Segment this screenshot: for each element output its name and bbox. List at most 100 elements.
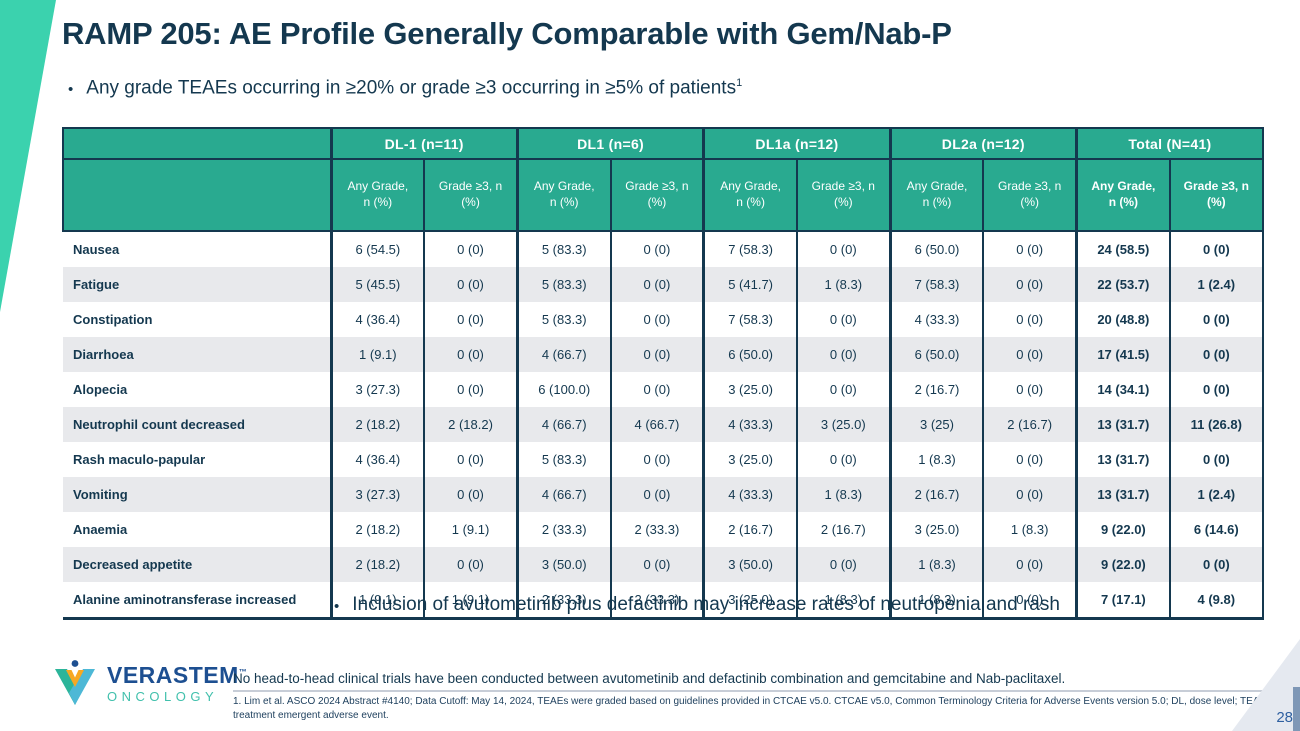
ae-table-container: DL-1 (n=11) DL1 (n=6) DL1a (n=12) DL2a (n=1… — [62, 127, 1264, 620]
ae-value-cell: 0 (0) — [982, 442, 1077, 477]
ae-value-cell: 1 (9.1) — [329, 582, 425, 620]
logo-sub-text: ONCOLOGY — [107, 688, 219, 704]
column-group-header: DL-1 (n=11) — [329, 127, 519, 160]
page-number: 28 — [1276, 709, 1293, 726]
ae-value-cell: 4 (33.3) — [702, 477, 797, 512]
ae-value-cell: 3 (25.0) — [888, 512, 984, 547]
ae-value-cell: 0 (0) — [609, 442, 704, 477]
column-group-header: Total (N=41) — [1075, 127, 1264, 160]
ae-value-cell: 14 (34.1) — [1075, 372, 1170, 407]
ae-value-cell: 4 (36.4) — [329, 442, 425, 477]
ae-row-label: Rash maculo-papular — [63, 442, 331, 477]
ae-value-cell: 1 (8.3) — [888, 547, 984, 582]
subheader-any-grade: Any Grade, n (%) — [888, 158, 985, 232]
subheader-grade3: Grade ≥3, n (%) — [423, 158, 519, 232]
ae-value-cell: 6 (54.5) — [329, 231, 425, 267]
table-row: Diarrhoea 1 (9.1) 0 (0) 4 (66.7) 0 (0) 6 (50.… — [63, 337, 1264, 372]
ae-value-cell: 7 (58.3) — [702, 231, 797, 267]
ae-value-cell: 3 (27.3) — [329, 477, 425, 512]
ae-value-cell: 0 (0) — [1168, 337, 1264, 372]
ae-value-cell: 2 (18.2) — [329, 547, 425, 582]
subheader-grade3: Grade ≥3, n (%) — [982, 158, 1078, 232]
column-group-header: DL1a (n=12) — [702, 127, 892, 160]
ae-value-cell: 0 (0) — [423, 302, 518, 337]
ae-value-cell: 6 (100.0) — [515, 372, 611, 407]
table-row: Decreased appetite 2 (18.2) 0 (0) 3 (50.0) 0… — [63, 547, 1264, 582]
ae-value-cell: 0 (0) — [982, 302, 1077, 337]
table-row: Alopecia 3 (27.3) 0 (0) 6 (100.0) 0 (0) 3 (25… — [63, 372, 1264, 407]
subheader-any-grade: Any Grade, n (%) — [515, 158, 612, 232]
ae-value-cell: 3 (50.0) — [515, 547, 611, 582]
subheader-grade3: Grade ≥3, n (%) — [1168, 158, 1264, 232]
ae-value-cell: 4 (66.7) — [515, 337, 611, 372]
ae-value-cell: 4 (66.7) — [609, 407, 704, 442]
ae-value-cell: 0 (0) — [423, 337, 518, 372]
column-group-header: DL1 (n=6) — [515, 127, 705, 160]
ae-value-cell: 1 (9.1) — [423, 512, 518, 547]
ae-value-cell: 1 (2.4) — [1168, 477, 1264, 512]
ae-value-cell: 2 (16.7) — [702, 512, 797, 547]
ae-value-cell: 9 (22.0) — [1075, 512, 1170, 547]
footnote-reference: 1 — [736, 77, 743, 89]
ae-value-cell: 7 (58.3) — [888, 267, 984, 302]
ae-row-label: Fatigue — [63, 267, 331, 302]
ae-value-cell: 3 (25.0) — [795, 407, 891, 442]
ae-value-cell: 2 (16.7) — [795, 512, 891, 547]
ae-row-label: Nausea — [63, 231, 331, 267]
column-group-header: DL2a (n=12) — [888, 127, 1078, 160]
ae-value-cell: 3 (25.0) — [702, 372, 797, 407]
table-row: Neutrophil count decreased 2 (18.2) 2 (18.… — [63, 407, 1264, 442]
ae-row-label: Neutrophil count decreased — [63, 407, 331, 442]
ae-value-cell: 6 (50.0) — [702, 337, 797, 372]
ae-value-cell: 5 (83.3) — [515, 231, 611, 267]
ae-value-cell: 0 (0) — [1168, 547, 1264, 582]
ae-value-cell: 17 (41.5) — [1075, 337, 1170, 372]
ae-value-cell: 3 (50.0) — [702, 547, 797, 582]
ae-value-cell: 1 (8.3) — [888, 442, 984, 477]
ae-value-cell: 2 (16.7) — [888, 372, 984, 407]
ae-value-cell: 0 (0) — [795, 337, 891, 372]
table-row: Vomiting 3 (27.3) 0 (0) 4 (66.7) 0 (0) 4 (33.… — [63, 477, 1264, 512]
ae-value-cell: 0 (0) — [423, 372, 518, 407]
top-bullet: • Any grade TEAEs occurring in ≥20% or g… — [68, 77, 742, 102]
ae-value-cell: 0 (0) — [795, 372, 891, 407]
ae-value-cell: 0 (0) — [609, 337, 704, 372]
ae-value-cell: 1 (8.3) — [888, 582, 984, 620]
ae-value-cell: 0 (0) — [423, 547, 518, 582]
ae-value-cell: 20 (48.8) — [1075, 302, 1170, 337]
ae-value-cell: 3 (25.0) — [702, 442, 797, 477]
ae-value-cell: 13 (31.7) — [1075, 442, 1170, 477]
ae-value-cell: 3 (25) — [888, 407, 984, 442]
ae-value-cell: 4 (33.3) — [888, 302, 984, 337]
ae-value-cell: 0 (0) — [609, 477, 704, 512]
footer-disclaimer: No head-to-head clinical trials have bee… — [233, 671, 1066, 686]
table-row: Fatigue 5 (45.5) 0 (0) 5 (83.3) 0 (0) 5 (41.7… — [63, 267, 1264, 302]
ae-value-cell: 1 (8.3) — [795, 582, 891, 620]
ae-value-cell: 0 (0) — [609, 372, 704, 407]
ae-value-cell: 2 (18.2) — [329, 512, 425, 547]
ae-value-cell: 0 (0) — [1168, 442, 1264, 477]
verastem-oncology-logo: VERASTEM™ ONCOLOGY — [52, 659, 247, 707]
ae-value-cell: 0 (0) — [982, 267, 1077, 302]
ae-value-cell: 24 (58.5) — [1075, 231, 1170, 267]
top-left-accent-triangle — [0, 0, 56, 312]
ae-value-cell: 0 (0) — [982, 477, 1077, 512]
ae-value-cell: 4 (9.8) — [1168, 582, 1264, 620]
bottom-bullet: • Inclusion of avutometinib plus defacti… — [334, 594, 1060, 619]
ae-value-cell: 4 (33.3) — [702, 407, 797, 442]
ae-value-cell: 5 (83.3) — [515, 442, 611, 477]
table-row: Rash maculo-papular 4 (36.4) 0 (0) 5 (83.3)… — [63, 442, 1264, 477]
bottom-bullet-text: Inclusion of avutometinib plus defactini… — [352, 594, 1060, 615]
ae-value-cell: 4 (66.7) — [515, 477, 611, 512]
right-edge-bar — [1293, 687, 1300, 731]
ae-value-cell: 0 (0) — [795, 547, 891, 582]
ae-row-label: Alopecia — [63, 372, 331, 407]
ae-value-cell: 0 (0) — [609, 267, 704, 302]
ae-value-cell: 7 (17.1) — [1075, 582, 1170, 620]
ae-value-cell: 0 (0) — [609, 231, 704, 267]
ae-value-cell: 9 (22.0) — [1075, 547, 1170, 582]
ae-value-cell: 0 (0) — [423, 477, 518, 512]
bullet-dot: • — [334, 598, 340, 615]
subheader-grade3: Grade ≥3, n (%) — [795, 158, 892, 232]
